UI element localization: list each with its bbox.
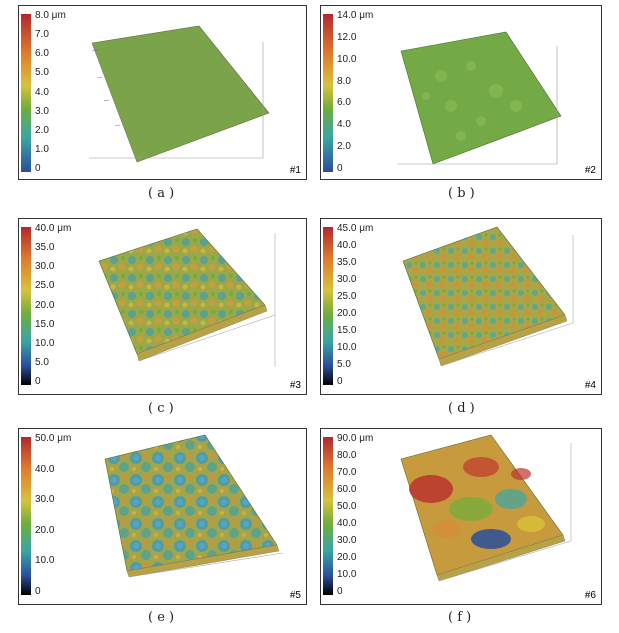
color-scale-bar: [323, 437, 333, 595]
scale-label: 2.0: [35, 124, 49, 136]
surface-plot-b: [323, 14, 562, 172]
scale-label: 40.0: [35, 463, 55, 475]
scale-label: 0: [35, 376, 41, 387]
scale-label: 25.0: [337, 291, 357, 302]
scale-label: 30.0: [337, 535, 357, 546]
sample-label: #1: [289, 165, 301, 176]
scale-label: 15.0: [337, 325, 357, 336]
scale-label: 50.0: [337, 501, 357, 512]
color-scale-bar: [323, 227, 333, 385]
scale-label: 14.0 μm: [337, 10, 374, 21]
scale-labels-d: 45.0 μm 40.0 35.0 30.0 25.0 20.0 15.0 10…: [337, 223, 373, 387]
scale-label: 0: [337, 586, 343, 597]
scale-label: 25.0: [35, 280, 55, 292]
scale-label: 35.0: [35, 242, 55, 254]
panel-a: 8.0 μm 7.0 6.0 5.0 4.0 3.0 2.0 1.0 0 #1: [18, 5, 307, 180]
scale-label: 0: [35, 163, 41, 174]
scale-label: 7.0: [35, 29, 49, 41]
surface-rough: [98, 228, 266, 355]
caption-c: ( c ): [148, 401, 174, 416]
scale-label: 90.0 μm: [337, 433, 374, 444]
scale-label: 4.0: [337, 119, 351, 131]
scale-label: 10.0: [35, 337, 55, 349]
scale-label: 30.0: [35, 261, 55, 273]
surface-flat: [91, 25, 270, 163]
scale-label: 40.0 μm: [35, 223, 72, 234]
scale-label: 8.0: [337, 75, 351, 87]
scale-label: 15.0: [35, 318, 55, 330]
panel-f: 90.0 μm 80.0 70.0 60.0 50.0 40.0 30.0 20…: [320, 428, 602, 605]
scale-label: 5.0: [35, 67, 49, 79]
scale-label: 20.0: [337, 308, 357, 319]
caption-a: ( a ): [148, 186, 175, 201]
scale-label: 30.0: [337, 274, 357, 285]
surface-features: [409, 457, 545, 549]
scale-label: 20.0: [337, 552, 357, 563]
scale-label: 0: [337, 376, 343, 387]
scale-label: 8.0 μm: [35, 10, 66, 21]
scale-label: 45.0 μm: [337, 223, 374, 234]
sample-label: #6: [584, 590, 596, 601]
scale-label: 5.0: [337, 359, 351, 370]
scale-label: 80.0: [337, 450, 357, 461]
scale-label: 1.0: [35, 143, 49, 155]
sample-label: #5: [289, 590, 301, 601]
panel-b: 14.0 μm 12.0 10.0 8.0 6.0 4.0 2.0 0 #2: [320, 5, 602, 180]
panel-e: 50.0 μm 40.0 30.0 20.0 10.0 0 #5: [18, 428, 307, 605]
caption-d: ( d ): [448, 401, 475, 416]
caption-f: ( f ): [448, 610, 472, 625]
color-scale-bar: [323, 14, 333, 172]
scale-label: 6.0: [35, 48, 49, 60]
scale-label: 20.0: [35, 524, 55, 536]
sample-label: #3: [289, 380, 301, 391]
sample-label: #4: [584, 380, 596, 391]
sample-label: #2: [584, 165, 596, 176]
scale-label: 10.0: [35, 555, 55, 567]
scale-label: 60.0: [337, 484, 357, 495]
scale-labels-b: 14.0 μm 12.0 10.0 8.0 6.0 4.0 2.0 0: [337, 10, 373, 174]
surface-plot-e: [21, 434, 284, 595]
scale-label: 0: [35, 585, 41, 597]
scale-label: 40.0: [337, 518, 357, 529]
scale-label: 0: [337, 162, 343, 174]
surface-plot-f: [323, 434, 572, 595]
scale-label: 10.0: [337, 53, 357, 65]
scale-labels-e: 50.0 μm 40.0 30.0 20.0 10.0 0: [35, 433, 71, 597]
surface-flat: [400, 31, 562, 165]
scale-label: 5.0: [35, 356, 49, 368]
scale-label: 40.0: [337, 240, 357, 251]
scale-label: 20.0: [35, 299, 55, 311]
surface-plot-c: [21, 227, 276, 385]
surface-plot-a: [21, 14, 270, 172]
scale-label: 2.0: [337, 141, 351, 153]
panel-d: 45.0 μm 40.0 35.0 30.0 25.0 20.0 15.0 10…: [320, 218, 602, 395]
scale-label: 35.0: [337, 257, 357, 268]
color-scale-bar: [21, 227, 31, 385]
scale-label: 30.0: [35, 494, 55, 506]
scale-label: 12.0: [337, 31, 357, 43]
caption-e: ( e ): [148, 610, 175, 625]
color-scale-bar: [21, 14, 31, 172]
scale-label: 6.0: [337, 97, 351, 109]
color-scale-bar: [21, 437, 31, 595]
scale-label: 10.0: [337, 569, 357, 580]
surface-rough: [402, 226, 566, 360]
scale-label: 70.0: [337, 467, 357, 478]
scale-labels-a: 8.0 μm 7.0 6.0 5.0 4.0 3.0 2.0 1.0 0: [35, 10, 66, 174]
scale-labels-c: 40.0 μm 35.0 30.0 25.0 20.0 15.0 10.0 5.…: [35, 223, 71, 387]
caption-b: ( b ): [448, 186, 475, 201]
scale-label: 3.0: [35, 105, 49, 117]
scale-label: 50.0 μm: [35, 433, 72, 444]
scale-label: 10.0: [337, 342, 357, 353]
scale-labels-f: 90.0 μm 80.0 70.0 60.0 50.0 40.0 30.0 20…: [337, 433, 373, 597]
surface-plot-d: [323, 226, 574, 385]
scale-label: 4.0: [35, 86, 49, 98]
panel-c: 40.0 μm 35.0 30.0 25.0 20.0 15.0 10.0 5.…: [18, 218, 307, 395]
